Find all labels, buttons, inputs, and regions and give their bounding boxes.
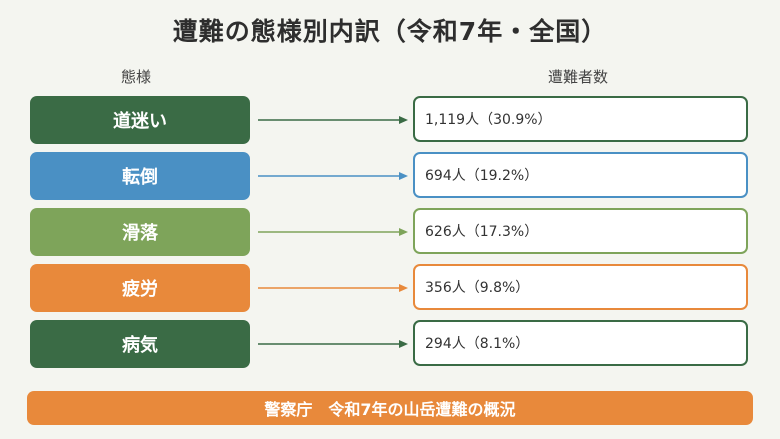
value-box: 694人（19.2%） bbox=[413, 152, 748, 198]
row-0: 道迷い 1,119人（30.9%） bbox=[0, 96, 780, 146]
arrow-connector bbox=[258, 284, 408, 292]
arrow-connector bbox=[258, 172, 408, 180]
category-box: 転倒 bbox=[30, 152, 250, 200]
category-box: 病気 bbox=[30, 320, 250, 368]
row-2: 滑落 626人（17.3%） bbox=[0, 208, 780, 258]
category-box: 道迷い bbox=[30, 96, 250, 144]
right-column-header: 遭難者数 bbox=[548, 68, 609, 86]
value-box: 356人（9.8%） bbox=[413, 264, 748, 310]
value-box: 1,119人（30.9%） bbox=[413, 96, 748, 142]
row-1: 転倒 694人（19.2%） bbox=[0, 152, 780, 202]
value-box: 294人（8.1%） bbox=[413, 320, 748, 366]
arrow-connector bbox=[258, 116, 408, 124]
arrow-connector bbox=[258, 228, 408, 236]
row-4: 病気 294人（8.1%） bbox=[0, 320, 780, 370]
category-box: 滑落 bbox=[30, 208, 250, 256]
source-banner: 警察庁 令和7年の山岳遭難の概況 bbox=[27, 391, 753, 425]
diagram-title: 遭難の態様別内訳（令和7年・全国） bbox=[172, 17, 608, 46]
value-box: 626人（17.3%） bbox=[413, 208, 748, 254]
row-3: 疲労 356人（9.8%） bbox=[0, 264, 780, 314]
arrow-connector bbox=[258, 340, 408, 348]
left-column-header: 態様 bbox=[121, 68, 152, 86]
category-box: 疲労 bbox=[30, 264, 250, 312]
